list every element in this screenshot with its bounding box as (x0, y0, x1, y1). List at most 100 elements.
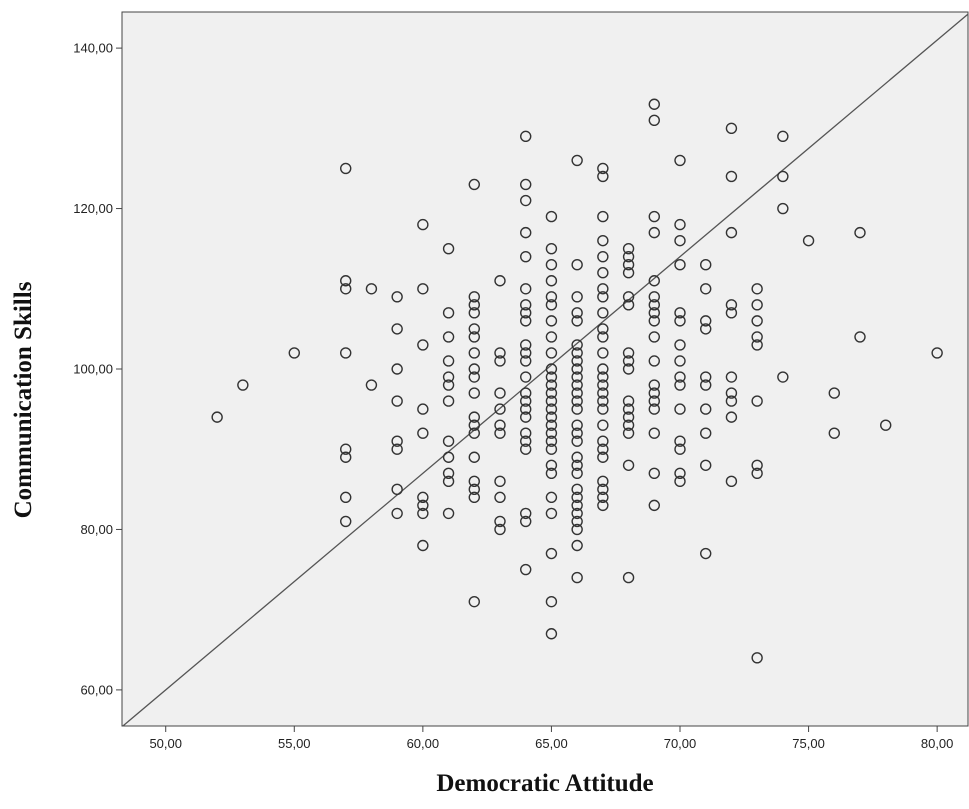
data-point (802, 234, 815, 247)
data-point (545, 371, 558, 383)
data-point (777, 202, 789, 215)
data-point (520, 347, 532, 359)
data-point (494, 347, 506, 359)
data-point (725, 475, 738, 488)
data-point (597, 499, 609, 512)
data-point (648, 467, 660, 479)
data-point (545, 491, 558, 504)
data-point (545, 467, 558, 479)
data-point (494, 475, 506, 488)
data-point (648, 499, 660, 512)
data-point (674, 307, 686, 319)
data-point (571, 459, 583, 471)
data-point (494, 355, 506, 367)
data-point (545, 347, 558, 359)
data-point (391, 443, 403, 455)
data-point (597, 323, 609, 335)
data-point (674, 315, 686, 327)
data-point (442, 371, 455, 383)
data-point (520, 371, 532, 383)
data-point (571, 259, 583, 271)
data-point (545, 387, 558, 399)
x-axis: 50,00 55,00 60,00 65,00 70,00 75,00 80,00 (149, 726, 953, 751)
data-point (571, 507, 583, 520)
data-point (648, 291, 660, 303)
data-point (751, 339, 763, 351)
data-point (571, 395, 583, 407)
data-point (417, 403, 429, 415)
data-point (468, 331, 480, 343)
data-point (442, 507, 455, 520)
data-point (751, 331, 763, 343)
data-point (468, 451, 480, 463)
reference-line-layer (122, 13, 969, 727)
data-point (545, 443, 558, 455)
data-point (571, 467, 583, 479)
data-point (597, 291, 609, 303)
data-point (494, 275, 506, 287)
data-point (622, 427, 635, 439)
data-point (520, 411, 532, 423)
data-point (931, 347, 943, 359)
data-point (571, 379, 583, 391)
data-point (674, 218, 686, 231)
y-tick-label: 60,00 (80, 682, 113, 697)
plot-area (121, 11, 969, 727)
data-point (417, 539, 429, 552)
data-point (571, 491, 583, 504)
data-point (648, 315, 660, 327)
data-point (674, 355, 686, 367)
data-point (468, 595, 480, 608)
data-point (442, 242, 455, 255)
data-point (751, 283, 763, 295)
data-point (725, 307, 738, 319)
data-point (545, 435, 558, 447)
data-point (545, 459, 558, 471)
data-point (520, 226, 532, 239)
data-point (520, 387, 532, 399)
data-point (545, 595, 558, 608)
data-point (674, 259, 686, 271)
data-point (417, 283, 429, 295)
data-point (468, 491, 480, 504)
data-point (751, 299, 763, 311)
data-point (494, 387, 506, 399)
data-point (725, 170, 738, 183)
data-point (391, 395, 403, 407)
data-point (751, 459, 763, 471)
data-point (725, 387, 738, 399)
data-point (700, 459, 712, 471)
data-point (648, 395, 660, 407)
data-point (468, 299, 480, 311)
data-point (700, 427, 712, 439)
data-point (520, 563, 532, 576)
data-point (854, 331, 866, 343)
data-point (700, 379, 712, 391)
x-axis-title: Democratic Attitude (436, 770, 653, 797)
data-point (571, 291, 583, 303)
data-point (520, 507, 532, 520)
data-point (520, 299, 532, 311)
data-point (828, 387, 840, 399)
data-point (545, 403, 558, 415)
data-point (442, 475, 455, 488)
data-point (622, 347, 635, 359)
data-point (211, 411, 223, 423)
data-point (648, 379, 660, 391)
data-point (494, 403, 506, 415)
data-point (468, 419, 480, 431)
data-point (674, 403, 686, 415)
data-point (468, 475, 480, 488)
y-tick-label: 120,00 (73, 201, 113, 216)
data-point (468, 363, 480, 375)
data-point (751, 395, 763, 407)
data-point (571, 515, 583, 528)
data-point (700, 547, 712, 560)
data-point (571, 371, 583, 383)
data-point (545, 299, 558, 311)
y-tick-label: 80,00 (80, 522, 113, 537)
data-point (340, 515, 352, 528)
data-point (648, 387, 660, 399)
data-point (700, 371, 712, 383)
